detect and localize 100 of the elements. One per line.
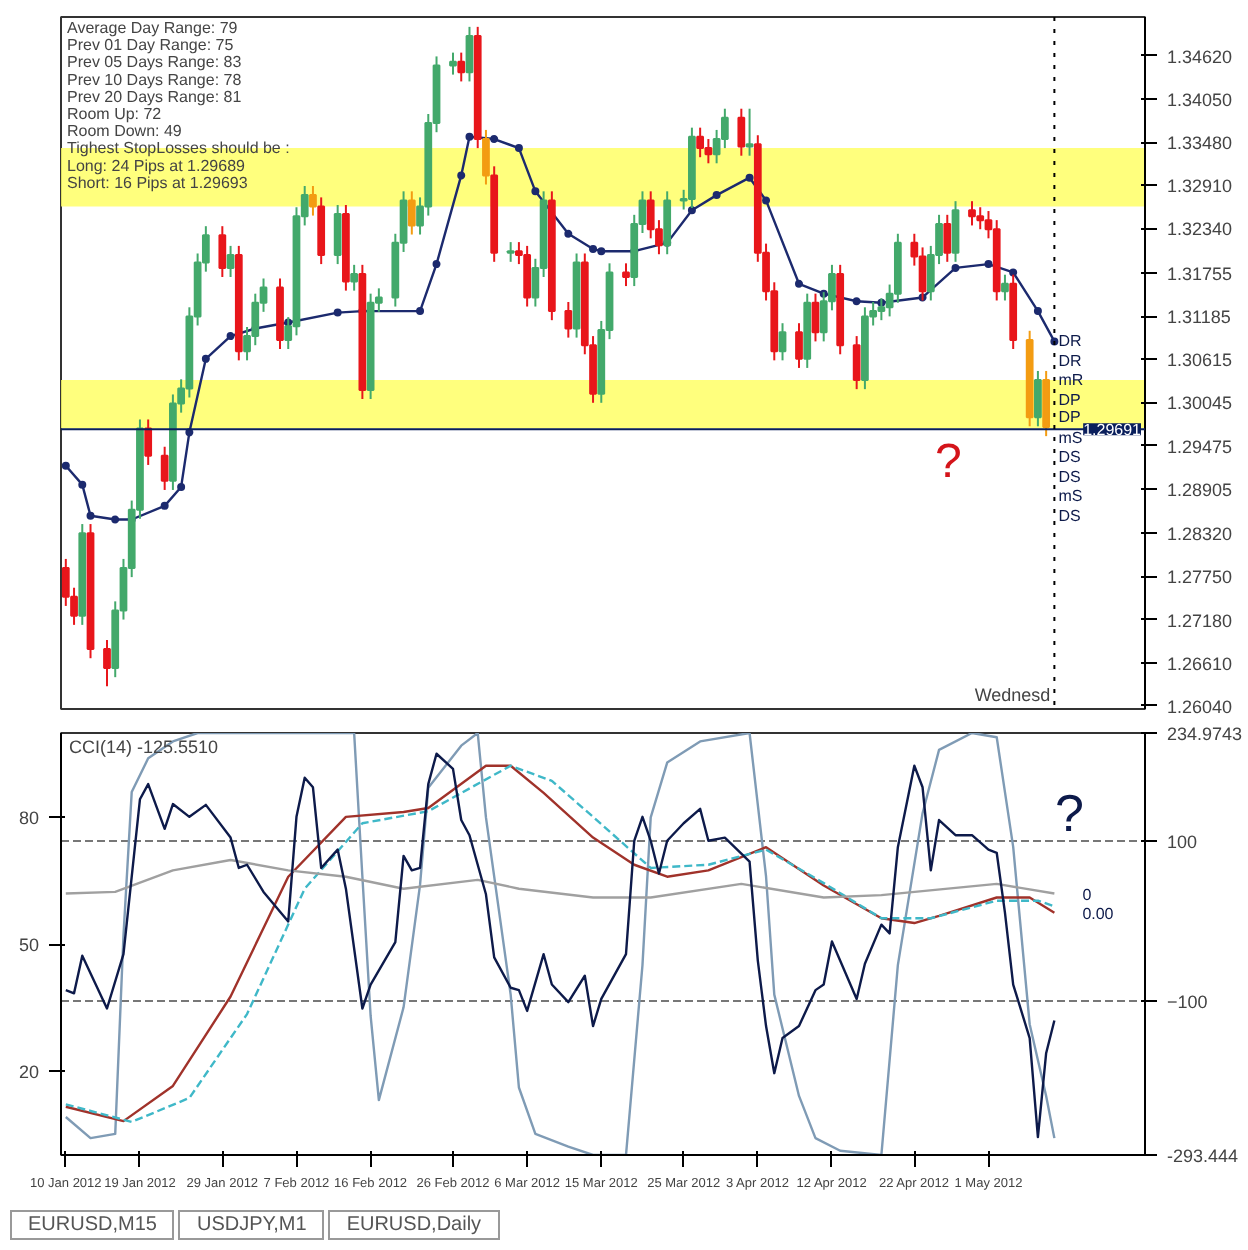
y-tick-label: 1.26040 <box>1167 696 1233 717</box>
candlestick <box>350 263 359 292</box>
candlestick <box>976 206 985 231</box>
y-tick-label: 1.28905 <box>1167 479 1233 500</box>
line-series <box>64 858 1056 899</box>
annotation: ? <box>1055 783 1084 843</box>
text: USDJPY,M1 <box>178 1210 325 1240</box>
candlestick <box>811 292 820 343</box>
point <box>531 187 540 196</box>
candlestick <box>1034 369 1042 428</box>
y-tick-label: 1.32340 <box>1167 219 1233 240</box>
candlestick <box>1042 369 1051 438</box>
point <box>226 332 235 341</box>
candlestick <box>218 225 227 278</box>
point <box>432 260 441 269</box>
candlestick <box>696 126 705 159</box>
point <box>951 263 960 272</box>
point <box>61 461 70 470</box>
point <box>465 132 474 141</box>
point <box>589 244 598 253</box>
point <box>177 482 186 491</box>
candlestick <box>449 51 457 76</box>
candlestick <box>564 300 573 339</box>
ref-line-label: Wednesd <box>974 685 1051 705</box>
y-tick-label: 1.33480 <box>1167 133 1233 154</box>
y-tick-label: 1.27750 <box>1167 567 1233 588</box>
candlestick <box>622 262 630 288</box>
point <box>111 515 120 524</box>
point <box>457 171 466 180</box>
y-tick-label: 1.31755 <box>1167 263 1233 284</box>
y-tick-label: 1.31185 <box>1167 307 1231 328</box>
candlestick <box>523 244 532 308</box>
candlestick <box>778 322 787 362</box>
annotation: DR <box>1058 352 1083 371</box>
point <box>852 297 861 306</box>
y-tick-label: 1.26610 <box>1167 653 1233 674</box>
point <box>86 511 95 520</box>
point <box>795 279 803 288</box>
y-tick-label: -293.444 <box>1167 1146 1239 1166</box>
point <box>564 229 573 238</box>
annotation: Long: 24 Pips at 1.29689 <box>67 156 247 175</box>
annotation: DS <box>1058 506 1081 525</box>
point <box>687 206 696 215</box>
candlestick <box>309 185 317 217</box>
annotation: Short: 16 Pips at 1.29693 <box>67 173 249 192</box>
annotation: Prev 05 Days Range: 83 <box>67 53 243 72</box>
point <box>597 247 606 256</box>
y-tick-label: 1.30615 <box>1167 350 1233 371</box>
annotation: Room Down: 49 <box>67 122 183 141</box>
y2-tick-label: 50 <box>18 935 40 955</box>
candlestick <box>226 244 235 278</box>
point <box>712 191 721 200</box>
y-tick-label: 234.9743 <box>1167 724 1243 744</box>
candlestick <box>407 190 416 236</box>
annotation: Prev 10 Days Range: 78 <box>67 70 243 89</box>
point <box>1033 307 1042 316</box>
annotation: Prev 20 Days Range: 81 <box>67 87 243 106</box>
annotation: 0 <box>1082 885 1093 904</box>
annotation: mS <box>1058 429 1083 448</box>
candlestick <box>943 213 952 263</box>
point <box>160 501 169 510</box>
annotation: DS <box>1058 468 1081 487</box>
candlestick <box>745 107 754 157</box>
candlestick <box>951 200 960 263</box>
point <box>78 480 87 489</box>
y2-tick-label: 20 <box>18 1061 40 1082</box>
y-tick-label: 1.29475 <box>1167 436 1233 457</box>
candlestick <box>103 639 111 688</box>
y-tick-label: 1.27180 <box>1167 610 1233 631</box>
candlestick <box>144 418 153 466</box>
candlestick <box>968 200 976 227</box>
candlestick <box>457 51 466 83</box>
point <box>490 135 499 144</box>
y-tick-label: −100 <box>1167 991 1208 1012</box>
y-tick-label: 1.34620 <box>1167 46 1233 67</box>
candlestick <box>160 445 169 491</box>
point <box>333 308 342 317</box>
y-tick-label: 100 <box>1167 831 1198 852</box>
annotation: Room Up: 72 <box>67 105 163 123</box>
annotation: DR <box>1058 332 1083 351</box>
candlestick <box>482 128 490 186</box>
annotation: DP <box>1058 390 1081 409</box>
annotation: Prev 01 Day Range: 75 <box>67 36 235 55</box>
point <box>201 354 210 363</box>
annotation: DS <box>1058 448 1081 467</box>
point <box>745 173 754 182</box>
candlestick <box>795 322 803 369</box>
text: EURUSD,Daily <box>328 1210 500 1240</box>
point <box>1009 268 1018 277</box>
point <box>984 260 993 269</box>
text: EURUSD,M15 <box>10 1210 175 1240</box>
annotation: DP <box>1058 408 1081 427</box>
candlestick <box>852 335 861 391</box>
candlestick <box>1001 273 1009 302</box>
annotation: ? <box>935 435 962 489</box>
y-tick-label: 1.30045 <box>1167 393 1233 414</box>
annotation: mR <box>1058 371 1084 390</box>
point <box>514 144 523 153</box>
y-tick-label: 1.28320 <box>1167 524 1233 545</box>
annotation: mS <box>1058 487 1083 506</box>
